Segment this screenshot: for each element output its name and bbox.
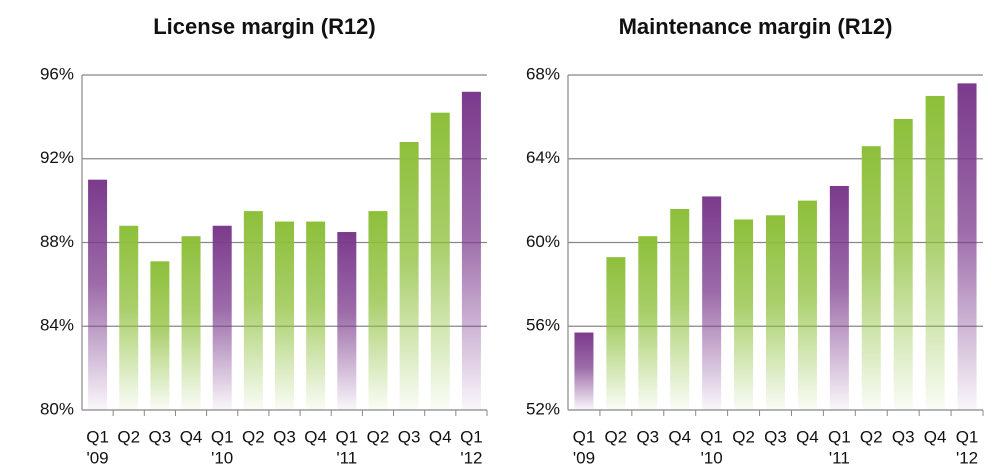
x-group-label: '10 xyxy=(701,448,723,467)
y-tick-label: 88% xyxy=(40,232,74,251)
bar xyxy=(638,236,658,410)
x-tick-label: Q2 xyxy=(860,427,883,446)
bar xyxy=(766,215,785,410)
x-tick-label: Q3 xyxy=(764,427,787,446)
x-tick-label: Q3 xyxy=(273,427,296,446)
bar xyxy=(606,257,626,410)
x-tick-label: Q2 xyxy=(605,427,628,446)
y-tick-label: 60% xyxy=(526,232,560,251)
bar xyxy=(243,211,263,410)
y-tick-label: 80% xyxy=(40,399,74,418)
x-tick-label: Q1 xyxy=(956,427,979,446)
x-tick-label: Q2 xyxy=(367,427,390,446)
x-tick-label: Q1 xyxy=(86,427,109,446)
x-group-label: '12 xyxy=(956,448,978,467)
x-tick-label: Q4 xyxy=(668,427,691,446)
x-group-label: '11 xyxy=(829,448,850,467)
chart-title: License margin (R12) xyxy=(153,14,376,39)
chart-title: Maintenance margin (R12) xyxy=(619,14,893,39)
bar xyxy=(797,200,817,410)
y-tick-label: 56% xyxy=(526,316,560,335)
x-tick-label: Q1 xyxy=(828,427,851,446)
y-tick-label: 64% xyxy=(526,148,560,167)
bar xyxy=(461,91,481,410)
x-tick-label: Q4 xyxy=(796,427,819,446)
bar xyxy=(399,142,419,410)
bar xyxy=(670,209,690,410)
bar xyxy=(925,95,945,410)
x-tick-label: Q3 xyxy=(398,427,421,446)
x-tick-label: Q2 xyxy=(242,427,265,446)
bar xyxy=(337,232,357,410)
x-group-label: '09 xyxy=(573,448,595,467)
x-tick-label: Q3 xyxy=(149,427,172,446)
bar xyxy=(430,112,450,410)
x-group-label: '12 xyxy=(460,448,482,467)
x-tick-label: Q3 xyxy=(892,427,915,446)
x-group-label: '11 xyxy=(336,448,357,467)
x-tick-label: Q1 xyxy=(573,427,596,446)
y-tick-label: 92% xyxy=(40,148,74,167)
bar xyxy=(212,225,232,410)
bar xyxy=(150,261,170,410)
y-tick-label: 84% xyxy=(40,316,74,335)
bar xyxy=(275,221,294,410)
bar xyxy=(368,211,388,410)
x-tick-label: Q1 xyxy=(211,427,234,446)
x-tick-label: Q1 xyxy=(335,427,358,446)
x-tick-label: Q2 xyxy=(732,427,755,446)
x-tick-label: Q1 xyxy=(460,427,483,446)
bar xyxy=(957,83,977,410)
x-tick-label: Q4 xyxy=(304,427,327,446)
bar xyxy=(306,221,326,410)
x-tick-label: Q3 xyxy=(636,427,659,446)
bar xyxy=(574,332,594,410)
y-tick-label: 68% xyxy=(526,64,560,83)
x-tick-label: Q2 xyxy=(117,427,140,446)
x-tick-label: Q4 xyxy=(924,427,947,446)
y-tick-label: 52% xyxy=(526,399,560,418)
x-tick-label: Q1 xyxy=(700,427,723,446)
bar xyxy=(861,146,881,410)
bar xyxy=(893,118,913,410)
bar xyxy=(119,225,139,410)
x-group-label: '09 xyxy=(86,448,108,467)
bar xyxy=(88,179,108,410)
bar xyxy=(829,185,849,410)
bar xyxy=(702,196,722,410)
x-tick-label: Q4 xyxy=(180,427,203,446)
y-tick-label: 96% xyxy=(40,64,74,83)
bar xyxy=(181,236,201,410)
x-tick-label: Q4 xyxy=(429,427,452,446)
x-group-label: '10 xyxy=(211,448,233,467)
bar xyxy=(734,219,754,410)
